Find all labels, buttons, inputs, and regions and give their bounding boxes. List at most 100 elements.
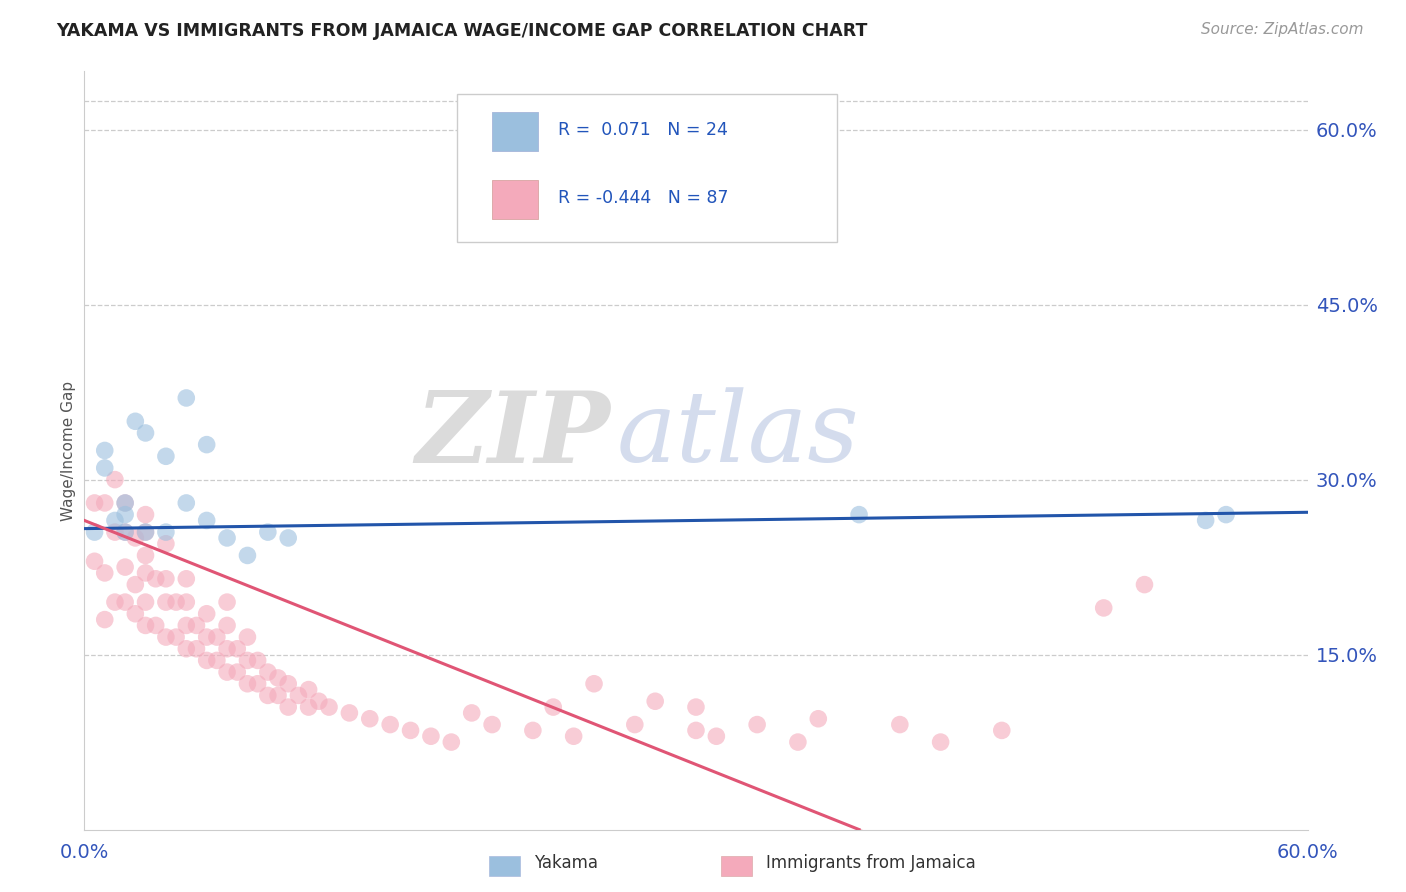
Point xyxy=(174,496,197,510)
Point xyxy=(195,437,218,451)
Point xyxy=(93,443,115,458)
FancyBboxPatch shape xyxy=(492,112,538,151)
Point xyxy=(124,414,146,428)
Point xyxy=(93,461,115,475)
Point xyxy=(114,496,136,510)
Text: YAKAMA VS IMMIGRANTS FROM JAMAICA WAGE/INCOME GAP CORRELATION CHART: YAKAMA VS IMMIGRANTS FROM JAMAICA WAGE/I… xyxy=(56,22,868,40)
Text: R = -0.444   N = 87: R = -0.444 N = 87 xyxy=(558,189,728,207)
Text: Source: ZipAtlas.com: Source: ZipAtlas.com xyxy=(1201,22,1364,37)
Point xyxy=(104,595,127,609)
Text: atlas: atlas xyxy=(616,388,859,483)
Point xyxy=(135,525,157,540)
Point xyxy=(991,723,1014,738)
Point xyxy=(155,630,177,644)
Point xyxy=(461,706,484,720)
Point xyxy=(135,566,157,580)
Point xyxy=(257,665,280,679)
Point xyxy=(114,525,136,540)
Point xyxy=(114,496,136,510)
Point xyxy=(502,198,524,212)
Point xyxy=(114,508,136,522)
Point xyxy=(217,665,239,679)
Point xyxy=(929,735,952,749)
Point xyxy=(217,531,239,545)
Point xyxy=(155,525,177,540)
Point xyxy=(644,694,666,708)
Point xyxy=(165,630,187,644)
Point xyxy=(236,677,259,691)
Point xyxy=(359,712,381,726)
Point xyxy=(135,525,157,540)
Point xyxy=(155,450,177,464)
Point xyxy=(420,729,443,743)
Point xyxy=(706,729,728,743)
Point xyxy=(174,618,197,632)
Point xyxy=(562,729,585,743)
Point xyxy=(217,595,239,609)
Point xyxy=(205,653,228,667)
Point xyxy=(135,618,157,632)
Point xyxy=(226,641,249,656)
Point xyxy=(135,508,157,522)
Point xyxy=(83,525,105,540)
Point xyxy=(195,513,218,527)
Point xyxy=(145,618,167,632)
Point xyxy=(267,671,290,685)
Point xyxy=(277,531,299,545)
Point xyxy=(217,641,239,656)
Point xyxy=(318,700,340,714)
Point xyxy=(399,723,422,738)
Point xyxy=(124,577,146,591)
Point xyxy=(1092,601,1115,615)
Point xyxy=(543,700,565,714)
Point xyxy=(236,653,259,667)
FancyBboxPatch shape xyxy=(457,95,837,242)
Text: ZIP: ZIP xyxy=(415,387,610,483)
Point xyxy=(787,735,810,749)
Point xyxy=(236,549,259,563)
Point xyxy=(124,531,146,545)
Point xyxy=(380,717,402,731)
Point xyxy=(145,572,167,586)
Point xyxy=(889,717,911,731)
Text: Yakama: Yakama xyxy=(534,855,599,872)
Point xyxy=(246,677,269,691)
Point xyxy=(277,700,299,714)
Point xyxy=(624,717,647,731)
Point xyxy=(155,572,177,586)
Point xyxy=(135,549,157,563)
Point xyxy=(114,560,136,574)
Text: R =  0.071   N = 24: R = 0.071 N = 24 xyxy=(558,120,728,138)
Point xyxy=(339,706,361,720)
Point xyxy=(93,566,115,580)
Point xyxy=(205,630,228,644)
Point xyxy=(155,537,177,551)
Point xyxy=(440,735,463,749)
Point xyxy=(93,496,115,510)
Point xyxy=(481,717,503,731)
Point xyxy=(104,473,127,487)
Point xyxy=(114,525,136,540)
Point xyxy=(807,712,830,726)
Point xyxy=(257,689,280,703)
Point xyxy=(1195,513,1218,527)
Point xyxy=(685,723,707,738)
Point xyxy=(267,689,290,703)
Point xyxy=(522,723,544,738)
Point xyxy=(186,618,208,632)
Point xyxy=(174,595,197,609)
Y-axis label: Wage/Income Gap: Wage/Income Gap xyxy=(60,380,76,521)
Point xyxy=(155,595,177,609)
Point xyxy=(104,513,127,527)
Point xyxy=(217,618,239,632)
Point xyxy=(298,682,321,697)
Point xyxy=(186,641,208,656)
Point xyxy=(114,595,136,609)
Point xyxy=(195,630,218,644)
Point xyxy=(165,595,187,609)
FancyBboxPatch shape xyxy=(492,180,538,219)
Point xyxy=(104,525,127,540)
Point xyxy=(174,391,197,405)
Point xyxy=(685,700,707,714)
Point xyxy=(257,525,280,540)
